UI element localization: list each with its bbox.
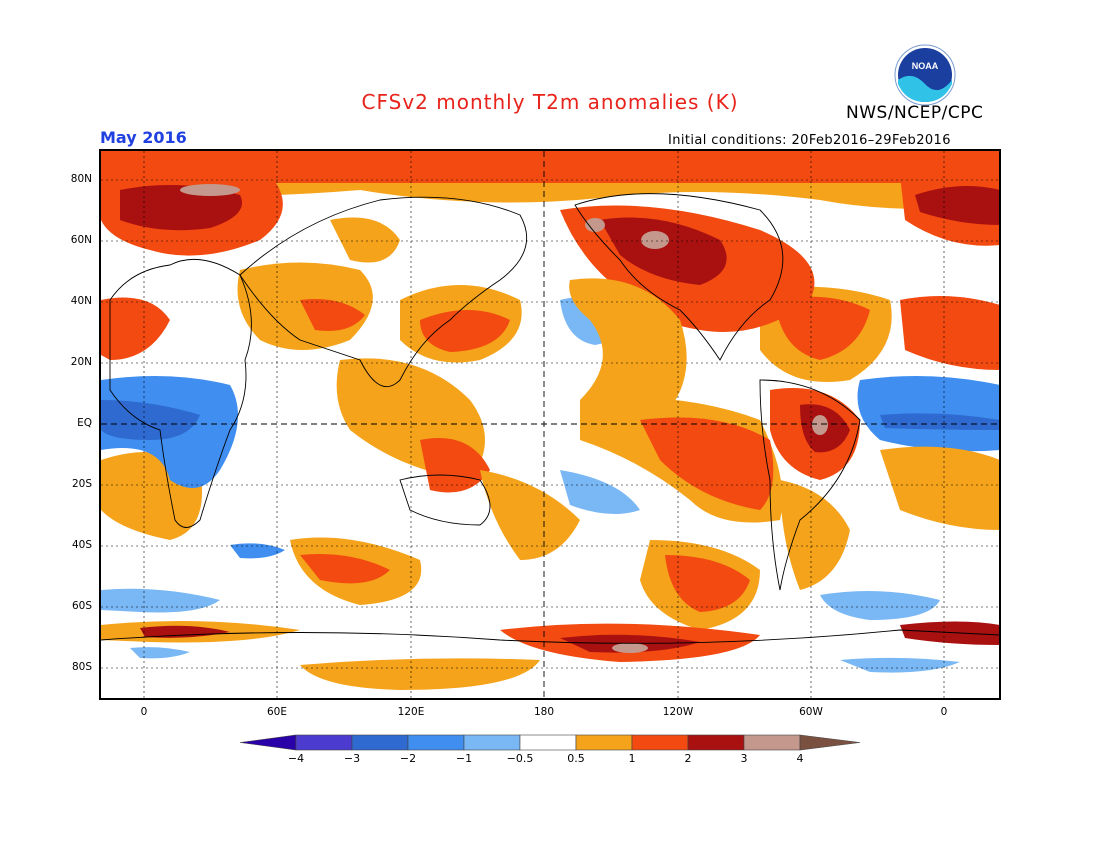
noaa-logo-icon: NOAA — [894, 44, 956, 106]
forecast-month: May 2016 — [100, 128, 187, 147]
colorbar-swatch — [631, 734, 689, 751]
colorbar-label: 1 — [628, 752, 636, 765]
map-field — [101, 151, 1000, 699]
lat-label: 80N — [70, 173, 92, 185]
colorbar-swatch — [519, 734, 577, 751]
colorbar — [239, 734, 861, 751]
colorbar-swatch — [575, 734, 633, 751]
lon-label: 180 — [533, 706, 555, 718]
colorbar-swatch — [463, 734, 521, 751]
colorbar-swatch — [351, 734, 409, 751]
colorbar-label: −1 — [455, 752, 473, 765]
colorbar-swatch — [743, 734, 801, 751]
colorbar-arrow-high — [799, 734, 861, 751]
equator-dateline — [101, 151, 1000, 699]
coastlines — [101, 193, 1000, 644]
lat-label: 20S — [71, 478, 92, 490]
lon-label: 0 — [140, 706, 148, 718]
lat-label: 20N — [70, 356, 92, 368]
lat-label: 80S — [71, 661, 92, 673]
colorbar-label: 3 — [740, 752, 748, 765]
lon-label: 0 — [940, 706, 948, 718]
map-title: CFSv2 monthly T2m anomalies (K) — [361, 90, 739, 114]
colorbar-label: 4 — [796, 752, 804, 765]
lat-label: 60S — [71, 600, 92, 612]
colorbar-label: −2 — [399, 752, 417, 765]
colorbar-label: 0.5 — [567, 752, 585, 765]
lon-label: 120E — [397, 706, 425, 718]
colorbar-swatch — [295, 734, 353, 751]
lat-label: EQ — [77, 417, 92, 429]
colorbar-label: −0.5 — [506, 752, 534, 765]
lon-label: 60E — [267, 706, 287, 718]
colorbar-label: −4 — [287, 752, 305, 765]
gridlines — [101, 151, 1000, 699]
colorbar-swatch — [407, 734, 465, 751]
lon-label: 120W — [662, 706, 694, 718]
lat-label: 40N — [70, 295, 92, 307]
agency-label: NWS/NCEP/CPC — [846, 103, 984, 123]
lon-label: 60W — [799, 706, 823, 718]
svg-text:NOAA: NOAA — [912, 61, 939, 71]
colorbar-arrow-low — [239, 734, 297, 751]
colorbar-label: 2 — [684, 752, 692, 765]
map-frame — [99, 149, 1001, 700]
lat-label: 60N — [70, 234, 92, 246]
initial-conditions: Initial conditions: 20Feb2016–29Feb2016 — [668, 133, 951, 148]
colorbar-label: −3 — [343, 752, 361, 765]
lat-label: 40S — [71, 539, 92, 551]
colorbar-swatch — [687, 734, 745, 751]
